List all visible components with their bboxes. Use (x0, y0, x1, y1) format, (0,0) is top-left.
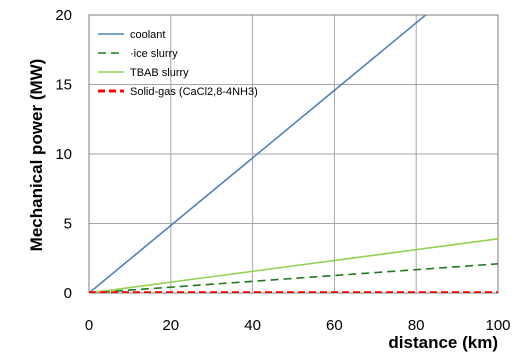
x-tick-label: 60 (326, 317, 343, 334)
y-tick-label: 10 (55, 146, 72, 163)
series-line-0 (89, 15, 427, 293)
x-tick-label: 20 (162, 317, 179, 334)
y-tick-label: 0 (64, 285, 72, 302)
legend-entry-label: TBAB slurry (130, 67, 189, 79)
legend: coolant ·ice slurry TBAB slurry Solid-gas (… (98, 29, 258, 98)
x-axis-label: distance (km) (388, 333, 498, 352)
x-tick-label: 40 (244, 317, 261, 334)
y-tick-label: 5 (64, 216, 72, 233)
y-tick-label: 20 (55, 7, 72, 24)
y-axis-label: Mechanical power (MW) (27, 59, 46, 252)
x-tick-label: 100 (485, 317, 510, 334)
legend-entry-label: Solid-gas (CaCl2,8-4NH3) (130, 86, 258, 98)
x-tick-label: 80 (408, 317, 425, 334)
plot-area: 0 20 40 60 80 100 0 5 10 15 20 (55, 7, 510, 334)
series-line-1 (89, 263, 498, 293)
series-line-2 (89, 237, 498, 293)
x-tick-label: 0 (85, 317, 93, 334)
y-tick-label: 15 (55, 77, 72, 94)
legend-entry-label: coolant (130, 29, 165, 41)
legend-entry-label: ·ice slurry (130, 48, 178, 60)
